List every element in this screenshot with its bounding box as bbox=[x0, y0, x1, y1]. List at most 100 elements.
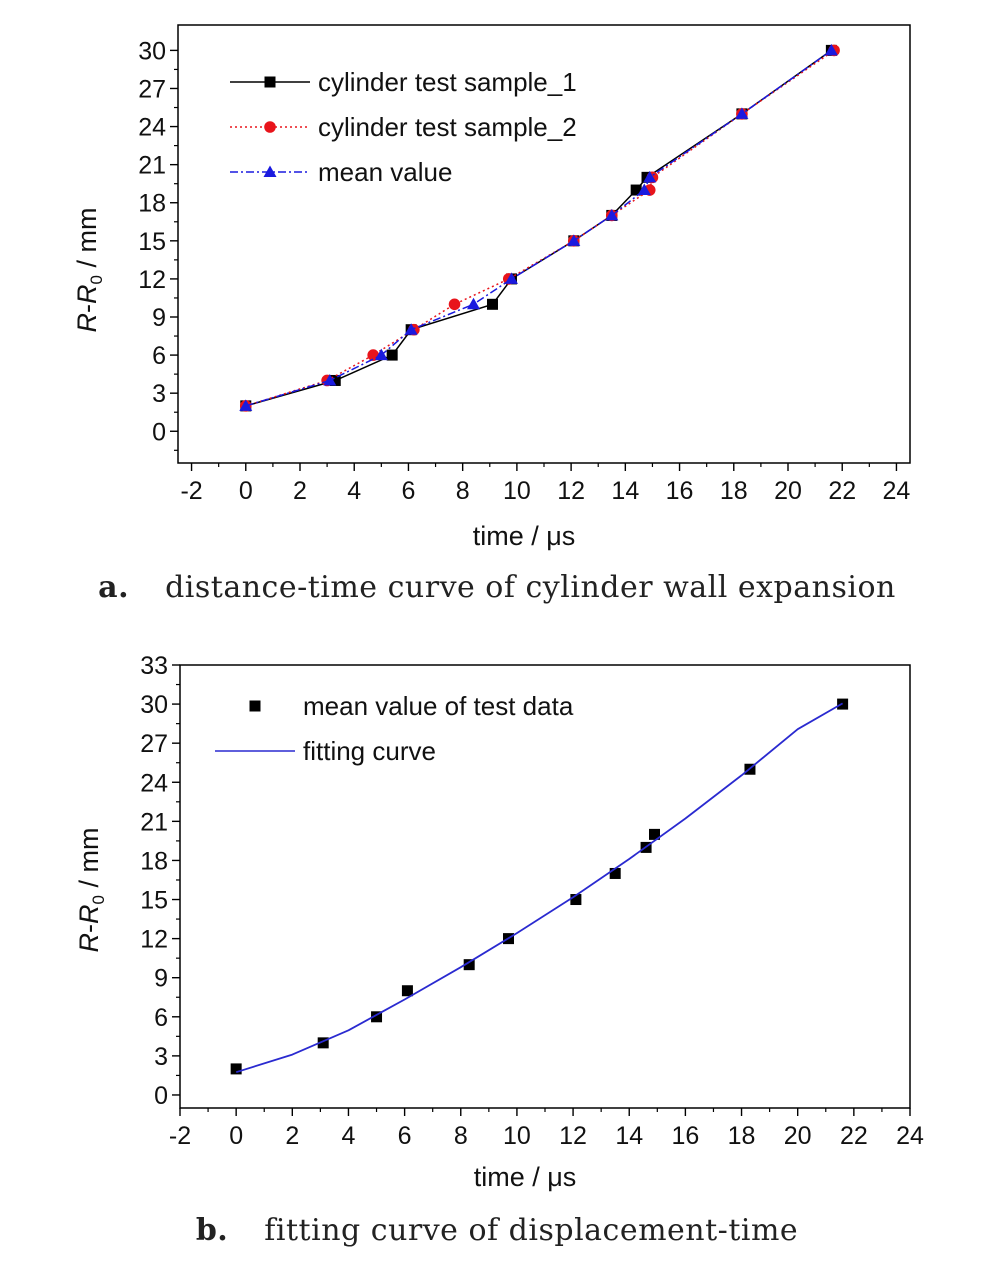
chart-a-x-tick-label: 18 bbox=[720, 477, 748, 505]
chart-a-x-tick-label: 16 bbox=[666, 477, 694, 505]
chart-a-x-axis-label: time / μs bbox=[473, 521, 576, 551]
chart-b-y-tick-label: 18 bbox=[140, 847, 168, 875]
chart-a-series-3-point bbox=[323, 373, 337, 386]
chart-b-y-tick-label: 12 bbox=[140, 926, 168, 954]
chart-b-x-tick-label: 16 bbox=[671, 1122, 699, 1150]
chart-a-series-1-point bbox=[329, 374, 341, 386]
chart-a-x-tick-label: 12 bbox=[557, 477, 585, 505]
chart-a-y-tick-label: 18 bbox=[138, 190, 166, 218]
chart-a-series-3-point bbox=[374, 348, 388, 361]
chart-a-series-3-point bbox=[605, 208, 619, 221]
chart-b-series-1-point bbox=[609, 867, 621, 879]
caption-b: b. fitting curve of displacement-time bbox=[0, 1213, 994, 1248]
chart-b-x-tick-label: -2 bbox=[169, 1122, 191, 1150]
chart-b-x-tick-label: 0 bbox=[229, 1122, 243, 1150]
chart-a-series-1-point bbox=[386, 349, 398, 361]
caption-b-letter: b. bbox=[195, 1213, 229, 1248]
chart-b-x-tick-label: 6 bbox=[398, 1122, 412, 1150]
chart-b-legend-label-1: mean value of test data bbox=[303, 691, 574, 721]
chart-a: -2 0 2 4 6 8 10 12 14 16 18 20 22 2403691215182124273… bbox=[72, 24, 911, 551]
chart-b-series-line-2 bbox=[235, 702, 844, 1074]
chart-b-x-tick-label: 14 bbox=[615, 1122, 643, 1150]
chart-a-legend-label-1: cylinder test sample_1 bbox=[318, 67, 577, 97]
chart-b-y-tick-label: 3 bbox=[154, 1043, 168, 1071]
chart-a-x-tick-label: 2 bbox=[293, 477, 307, 505]
chart-b-series-1-point bbox=[463, 959, 475, 971]
chart-a-series-line-3 bbox=[245, 49, 832, 407]
chart-a-series-line-1 bbox=[245, 49, 832, 407]
chart-b-x-tick-label: 12 bbox=[559, 1122, 587, 1150]
chart-b-y-tick-label: 6 bbox=[154, 1004, 168, 1032]
chart-a-y-tick-label: 24 bbox=[138, 114, 166, 142]
chart-a-x-tick-label: 0 bbox=[239, 477, 253, 505]
chart-b-y-tick-label: 27 bbox=[140, 730, 168, 758]
chart-a-x-tick-label: 6 bbox=[401, 477, 415, 505]
chart-b-y-tick-label: 24 bbox=[140, 769, 168, 797]
chart-b-legend-label-2: fitting curve bbox=[303, 736, 436, 766]
chart-b-y-axis-label: R-R0 / mm bbox=[74, 828, 108, 953]
chart-b-series-1-point bbox=[317, 1037, 329, 1049]
chart-a-x-tick-label: -2 bbox=[180, 477, 202, 505]
chart-a-series-3-point bbox=[824, 43, 838, 56]
chart-a-series-1-point bbox=[630, 184, 642, 196]
chart-b-y-tick-label: 30 bbox=[140, 691, 168, 719]
chart-a-x-tick-label: 4 bbox=[347, 477, 361, 505]
chart-a-x-tick-label: 10 bbox=[503, 477, 531, 505]
chart-b-legend-marker-1 bbox=[249, 700, 261, 712]
chart-a-series-line-2 bbox=[245, 49, 835, 407]
chart-a-legend-label-2: cylinder test sample_2 bbox=[318, 112, 577, 142]
chart-b-plot-frame bbox=[179, 664, 911, 1109]
chart-a-y-tick-label: 12 bbox=[138, 266, 166, 294]
chart-a-series-3-point bbox=[567, 234, 581, 246]
chart-a-y-axis-label: R-R0 / mm bbox=[72, 208, 106, 333]
chart-a-series-2-point bbox=[448, 298, 461, 311]
chart-b-series-1-point bbox=[570, 894, 582, 906]
chart-a-y-tick-label: 9 bbox=[152, 304, 166, 332]
chart-a-series-3-point bbox=[637, 183, 651, 196]
chart-a-x-tick-label: 8 bbox=[456, 477, 470, 505]
chart-a-y-tick-label: 15 bbox=[138, 228, 166, 256]
chart-b-x-tick-label: 24 bbox=[896, 1122, 924, 1150]
chart-b-series-1-point bbox=[230, 1063, 242, 1075]
chart-a-series-3-point bbox=[504, 272, 518, 284]
chart-b-series-1-point bbox=[649, 828, 660, 840]
chart-b-y-tick-label: 15 bbox=[140, 887, 168, 915]
chart-a-series-1-point bbox=[486, 298, 498, 310]
chart-b-y-tick-label: 9 bbox=[154, 965, 168, 993]
chart-a-series-3-point bbox=[404, 323, 418, 335]
chart-a-y-tick-label: 6 bbox=[152, 342, 166, 370]
chart-a-series-3-point bbox=[735, 107, 749, 119]
chart-b-x-tick-label: 4 bbox=[342, 1122, 356, 1150]
chart-a-legend-label-3: mean value bbox=[318, 157, 452, 187]
chart-a-x-tick-label: 24 bbox=[883, 477, 911, 505]
chart-b-y-tick-label: 33 bbox=[140, 652, 168, 680]
chart-b-series-1-point bbox=[371, 1011, 383, 1023]
chart-b-y-tick-label: 21 bbox=[140, 808, 168, 836]
chart-a-y-tick-label: 0 bbox=[152, 418, 166, 446]
chart-a-x-tick-label: 20 bbox=[774, 477, 802, 505]
chart-a-y-tick-label: 3 bbox=[152, 380, 166, 408]
chart-a-y-tick-label: 27 bbox=[138, 75, 166, 103]
chart-a-series-3-point bbox=[643, 170, 657, 183]
chart-b-x-tick-label: 20 bbox=[784, 1122, 812, 1150]
chart-a-legend-marker-3 bbox=[263, 165, 277, 177]
chart-b-x-tick-label: 8 bbox=[454, 1122, 468, 1150]
chart-b-x-tick-label: 18 bbox=[728, 1122, 756, 1150]
caption-b-text: fitting curve of displacement-time bbox=[264, 1213, 799, 1248]
caption-a: a. distance-time curve of cylinder wall … bbox=[0, 570, 994, 605]
chart-a-legend-marker-1 bbox=[264, 76, 276, 88]
chart-a-legend-marker-2 bbox=[264, 121, 276, 133]
chart-a-y-tick-label: 30 bbox=[138, 37, 166, 65]
chart-b-y-tick-label: 0 bbox=[154, 1082, 168, 1110]
chart-a-x-tick-label: 14 bbox=[611, 477, 639, 505]
chart-b-series-1-point bbox=[401, 985, 413, 997]
chart-b: -2 0 2 4 6 8 10 12 14 16 18 20 22 2403691215182124273… bbox=[74, 652, 924, 1192]
chart-b-x-axis-label: time / μs bbox=[474, 1162, 577, 1192]
chart-a-series-3-point bbox=[467, 297, 481, 310]
chart-b-x-tick-label: 2 bbox=[285, 1122, 299, 1150]
chart-b-x-tick-label: 22 bbox=[840, 1122, 868, 1150]
chart-a-x-tick-label: 22 bbox=[828, 477, 856, 505]
chart-a-series-3-point bbox=[239, 399, 253, 411]
chart-b-x-tick-label: 10 bbox=[503, 1122, 531, 1150]
chart-a-y-tick-label: 21 bbox=[138, 152, 166, 180]
